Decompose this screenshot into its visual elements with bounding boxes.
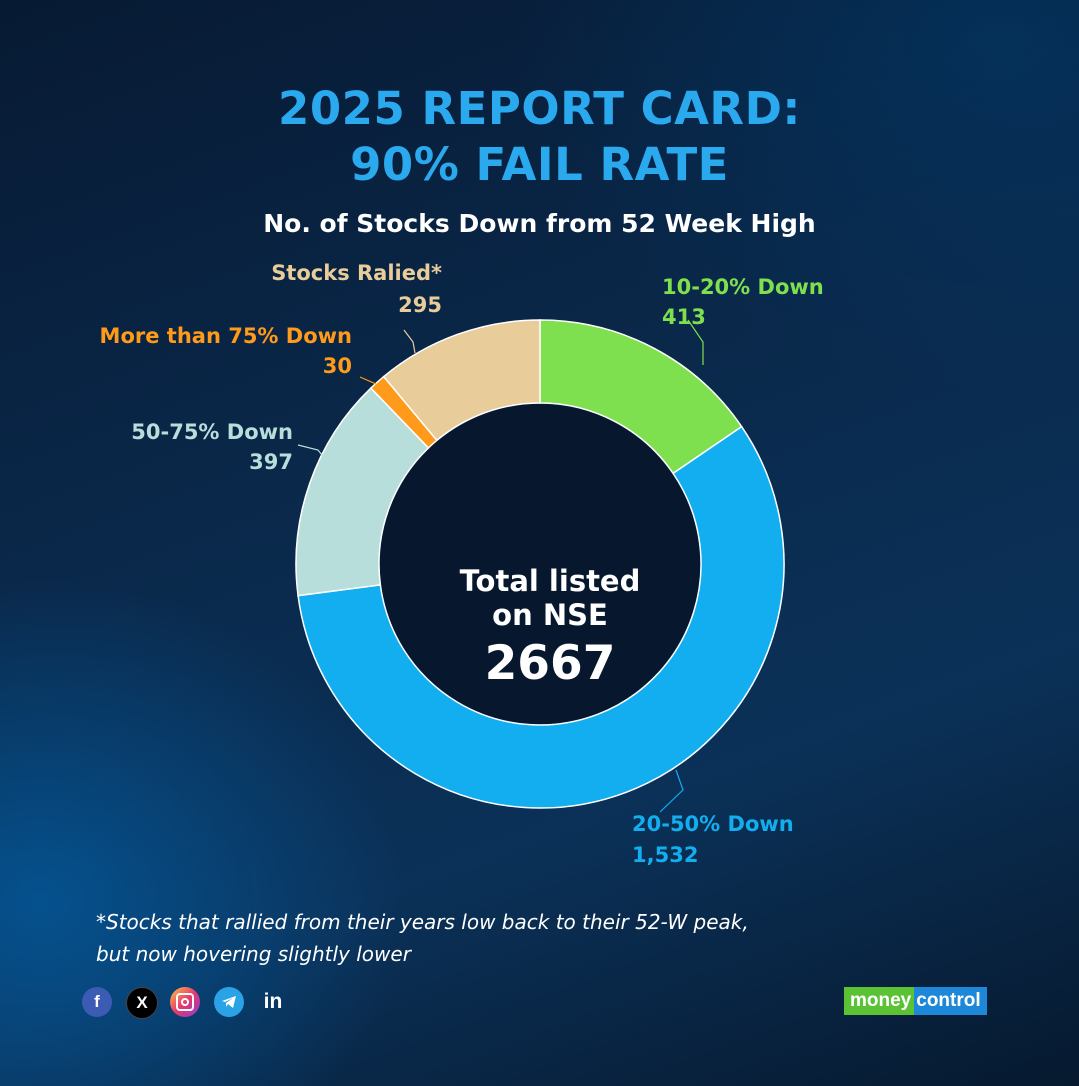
slice-label-more-than-75-down: More than 75% Down — [100, 324, 352, 348]
leader-line-more-than-75-down — [359, 376, 377, 385]
footnote: *Stocks that rallied from their years lo… — [96, 906, 856, 970]
slice-value-50-75-down: 397 — [249, 450, 293, 474]
leader-line-stocks-ralied — [403, 329, 416, 354]
slice-value-20-50-down: 1,532 — [632, 843, 698, 867]
instagram-icon[interactable] — [170, 987, 200, 1017]
facebook-icon[interactable]: f — [82, 987, 112, 1017]
x-icon[interactable]: X — [126, 987, 158, 1019]
leader-line-20-50-down — [659, 769, 684, 813]
title-line-2: 90% FAIL RATE — [350, 138, 729, 191]
slice-value-more-than-75-down: 30 — [323, 354, 352, 378]
leader-line-10-20-down — [687, 319, 704, 365]
donut-slice-stocks-ralied — [382, 319, 541, 442]
slice-value-stocks-ralied: 295 — [398, 293, 442, 317]
telegram-icon[interactable] — [214, 987, 244, 1017]
chart-subtitle: No. of Stocks Down from 52 Week High — [263, 209, 816, 238]
slice-value-10-20-down: 413 — [662, 305, 706, 329]
footnote-line-2: but now hovering slightly lower — [96, 942, 411, 966]
donut-slice-20-50-down — [297, 425, 785, 809]
slice-label-stocks-ralied: Stocks Ralied* — [271, 261, 442, 285]
center-label-line-1: Total listed — [460, 564, 641, 598]
leader-line-50-75-down — [297, 444, 327, 461]
logo-part-money: money — [844, 986, 915, 1015]
slice-label-10-20-down: 10-20% Down — [662, 275, 824, 299]
moneycontrol-logo: money control — [838, 985, 993, 1016]
footnote-line-1: *Stocks that rallied from their years lo… — [96, 910, 749, 934]
center-total-value: 2667 — [485, 636, 616, 691]
slice-label-50-75-down: 50-75% Down — [131, 420, 293, 444]
title-line-1: 2025 REPORT CARD: — [278, 82, 801, 135]
center-label-line-2: on NSE — [492, 598, 608, 632]
slice-label-20-50-down: 20-50% Down — [632, 812, 794, 836]
linkedin-icon[interactable]: in — [263, 990, 283, 1013]
donut-hole — [380, 404, 700, 724]
logo-part-control: control — [914, 986, 987, 1015]
